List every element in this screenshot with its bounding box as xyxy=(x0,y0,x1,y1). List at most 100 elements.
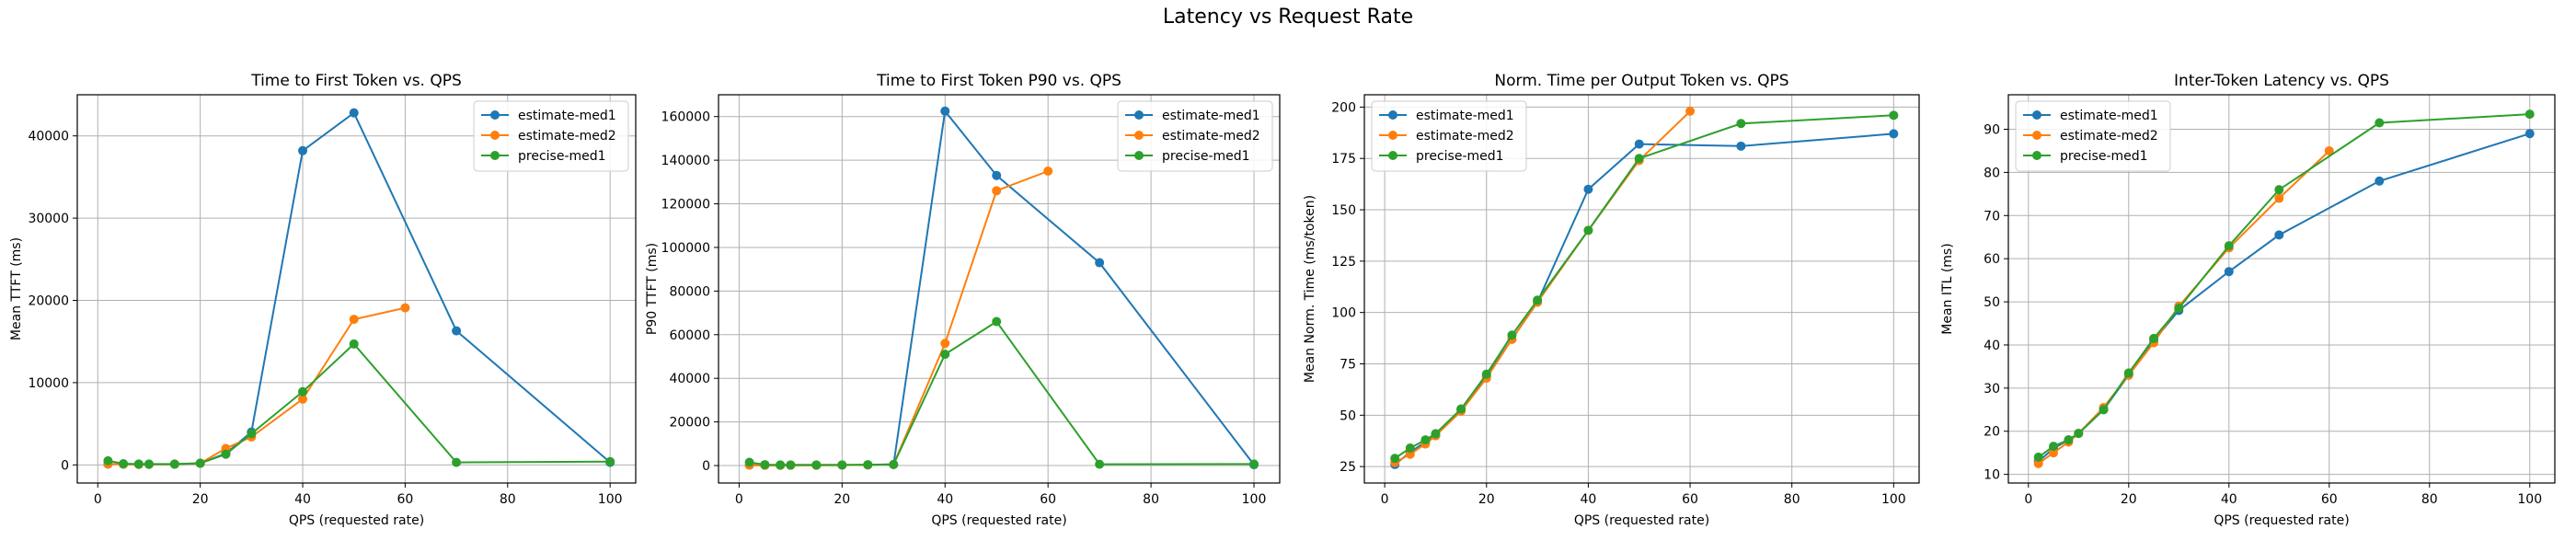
legend-label: estimate-med2 xyxy=(2060,129,2158,144)
y-tick-label: 20000 xyxy=(669,416,710,431)
data-point-precise-med1 xyxy=(221,449,231,459)
y-tick-label: 10 xyxy=(1984,468,2000,483)
chart-panel-1: 0 20 40 60 80 100 0 10000 20000 30000 40000 Time to… xyxy=(9,72,637,528)
data-point-estimate-med1 xyxy=(2524,129,2535,139)
legend-label: estimate-med1 xyxy=(1162,109,1260,123)
x-axis-label: QPS (requested rate) xyxy=(1574,513,1709,528)
data-point-precise-med1 xyxy=(1481,369,1491,379)
y-tick-label: 10000 xyxy=(28,376,69,391)
data-point-estimate-med2 xyxy=(400,303,410,313)
x-tick-label: 80 xyxy=(1784,492,1800,507)
x-tick-label: 100 xyxy=(1881,492,1906,507)
data-point-estimate-med2 xyxy=(2274,193,2284,203)
plot-frame xyxy=(718,94,1281,484)
x-tick-label: 20 xyxy=(2121,492,2137,507)
data-point-precise-med1 xyxy=(811,460,822,470)
data-point-precise-med1 xyxy=(1456,404,1466,414)
y-axis-label: P90 TTFT (ms) xyxy=(645,243,660,335)
chart-title: Time to First Token vs. QPS xyxy=(250,72,462,90)
data-point-estimate-med1 xyxy=(992,170,1002,180)
chart-title: Inter-Token Latency vs. QPS xyxy=(2174,72,2389,90)
data-point-estimate-med1 xyxy=(2224,267,2234,277)
y-tick-label: 30000 xyxy=(28,212,69,226)
legend-label: estimate-med2 xyxy=(1416,129,1514,144)
y-tick-label: 75 xyxy=(1340,357,1356,372)
y-tick-label: 125 xyxy=(1331,255,1356,270)
series-line-precise-med1 xyxy=(749,320,1255,466)
y-tick-label: 30 xyxy=(1984,382,2000,397)
y-axis-label: Mean TTFT (ms) xyxy=(9,237,24,340)
x-axis-label: QPS (requested rate) xyxy=(289,513,424,528)
legend-marker-precise-med1 xyxy=(1388,151,1397,160)
series-line-estimate-med2 xyxy=(749,170,1049,466)
legend-marker-estimate-med1 xyxy=(1388,110,1397,120)
x-tick-label: 0 xyxy=(94,492,102,507)
y-tick-label: 0 xyxy=(61,458,69,473)
legend-marker-estimate-med2 xyxy=(2032,131,2041,140)
data-point-estimate-med1 xyxy=(1736,141,1746,151)
data-point-precise-med1 xyxy=(2064,435,2074,445)
legend-marker-precise-med1 xyxy=(2032,151,2041,160)
data-point-precise-med1 xyxy=(1583,225,1593,236)
x-tick-label: 80 xyxy=(1143,492,1159,507)
chart-title: Time to First Token P90 vs. QPS xyxy=(876,72,1121,90)
legend-box xyxy=(1117,100,1273,172)
plot-frame xyxy=(76,94,637,484)
y-tick-label: 140000 xyxy=(661,154,710,168)
y-tick-label: 175 xyxy=(1331,152,1356,167)
legend-label: precise-med1 xyxy=(1416,149,1504,164)
data-point-estimate-med2 xyxy=(1043,166,1053,176)
data-point-precise-med1 xyxy=(2274,185,2284,195)
x-tick-label: 60 xyxy=(1040,492,1056,507)
data-point-precise-med1 xyxy=(103,455,113,466)
plot-frame xyxy=(2007,94,2556,484)
chart-panel-4: 0 20 40 60 80 100 10 20 30 40 50 60 70 80 90 Inter-Toke… xyxy=(1940,72,2556,528)
x-tick-label: 20 xyxy=(1478,492,1495,507)
y-tick-label: 200 xyxy=(1331,100,1356,115)
data-point-estimate-med1 xyxy=(2375,176,2385,186)
data-point-estimate-med1 xyxy=(1095,258,1105,268)
y-tick-label: 80000 xyxy=(669,284,710,299)
data-point-estimate-med1 xyxy=(940,106,950,116)
legend: estimate-med1 estimate-med2 precise-med1 xyxy=(2015,100,2171,172)
data-point-estimate-med2 xyxy=(940,339,950,349)
legend-label: estimate-med1 xyxy=(2060,109,2158,123)
x-tick-label: 0 xyxy=(735,492,743,507)
y-tick-label: 150 xyxy=(1331,203,1356,218)
plot-frame xyxy=(1363,94,1920,484)
x-tick-label: 60 xyxy=(397,492,413,507)
chart-panel-2: 0 20 40 60 80 100 0 20000 40000 60000 80000 100000 1… xyxy=(645,72,1281,528)
data-point-precise-med1 xyxy=(2074,429,2084,439)
x-tick-label: 80 xyxy=(2421,492,2438,507)
x-tick-label: 20 xyxy=(834,492,850,507)
data-point-precise-med1 xyxy=(1889,110,1899,121)
data-point-precise-med1 xyxy=(169,459,179,469)
data-point-precise-med1 xyxy=(1390,454,1400,464)
y-tick-label: 80 xyxy=(1984,166,2000,180)
data-point-precise-med1 xyxy=(940,350,950,360)
data-point-precise-med1 xyxy=(1431,429,1441,439)
legend-marker-estimate-med1 xyxy=(1134,110,1144,120)
legend-marker-estimate-med1 xyxy=(2032,110,2041,120)
data-point-precise-med1 xyxy=(1095,459,1105,469)
x-tick-label: 100 xyxy=(1242,492,1267,507)
legend-label: estimate-med2 xyxy=(518,129,616,144)
series-line-estimate-med1 xyxy=(2038,132,2531,463)
y-tick-label: 25 xyxy=(1340,460,1356,475)
data-point-estimate-med2 xyxy=(349,315,359,325)
series-line-estimate-med2 xyxy=(108,306,406,466)
data-point-precise-med1 xyxy=(1420,435,1431,445)
data-point-estimate-med1 xyxy=(2274,230,2284,240)
y-tick-label: 50 xyxy=(1340,408,1356,423)
x-tick-label: 40 xyxy=(937,492,953,507)
data-point-precise-med1 xyxy=(2174,304,2184,314)
data-point-precise-med1 xyxy=(605,456,615,466)
y-tick-label: 20000 xyxy=(28,294,69,309)
data-point-estimate-med2 xyxy=(2324,145,2334,155)
data-point-precise-med1 xyxy=(144,459,154,469)
x-tick-label: 100 xyxy=(598,492,623,507)
data-point-precise-med1 xyxy=(992,316,1002,327)
x-tick-label: 0 xyxy=(2024,492,2032,507)
data-point-precise-med1 xyxy=(889,459,899,469)
x-tick-label: 40 xyxy=(1580,492,1596,507)
